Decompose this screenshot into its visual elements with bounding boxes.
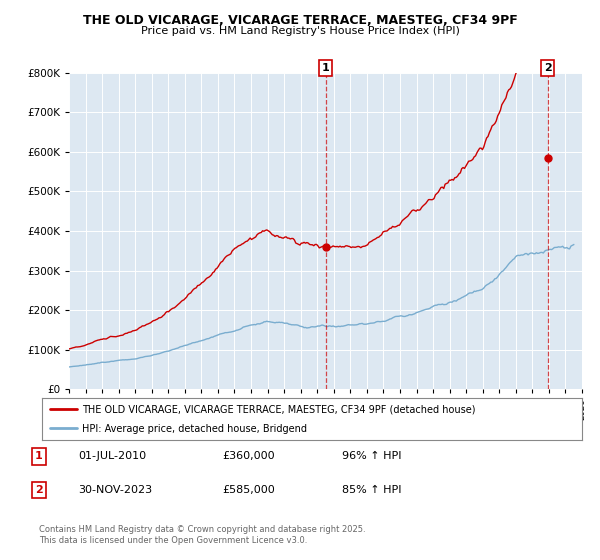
Text: 1: 1 — [35, 451, 43, 461]
Text: 2: 2 — [544, 63, 551, 73]
Text: 01-JUL-2010: 01-JUL-2010 — [78, 451, 146, 461]
Text: £360,000: £360,000 — [222, 451, 275, 461]
Text: 2: 2 — [35, 485, 43, 495]
Text: 85% ↑ HPI: 85% ↑ HPI — [342, 485, 401, 495]
Text: THE OLD VICARAGE, VICARAGE TERRACE, MAESTEG, CF34 9PF: THE OLD VICARAGE, VICARAGE TERRACE, MAES… — [83, 14, 517, 27]
Text: Price paid vs. HM Land Registry's House Price Index (HPI): Price paid vs. HM Land Registry's House … — [140, 26, 460, 36]
Text: £585,000: £585,000 — [222, 485, 275, 495]
Text: 96% ↑ HPI: 96% ↑ HPI — [342, 451, 401, 461]
Text: 1: 1 — [322, 63, 329, 73]
Text: THE OLD VICARAGE, VICARAGE TERRACE, MAESTEG, CF34 9PF (detached house): THE OLD VICARAGE, VICARAGE TERRACE, MAES… — [83, 404, 476, 414]
Text: 30-NOV-2023: 30-NOV-2023 — [78, 485, 152, 495]
Text: Contains HM Land Registry data © Crown copyright and database right 2025.
This d: Contains HM Land Registry data © Crown c… — [39, 525, 365, 545]
Text: HPI: Average price, detached house, Bridgend: HPI: Average price, detached house, Brid… — [83, 424, 308, 434]
